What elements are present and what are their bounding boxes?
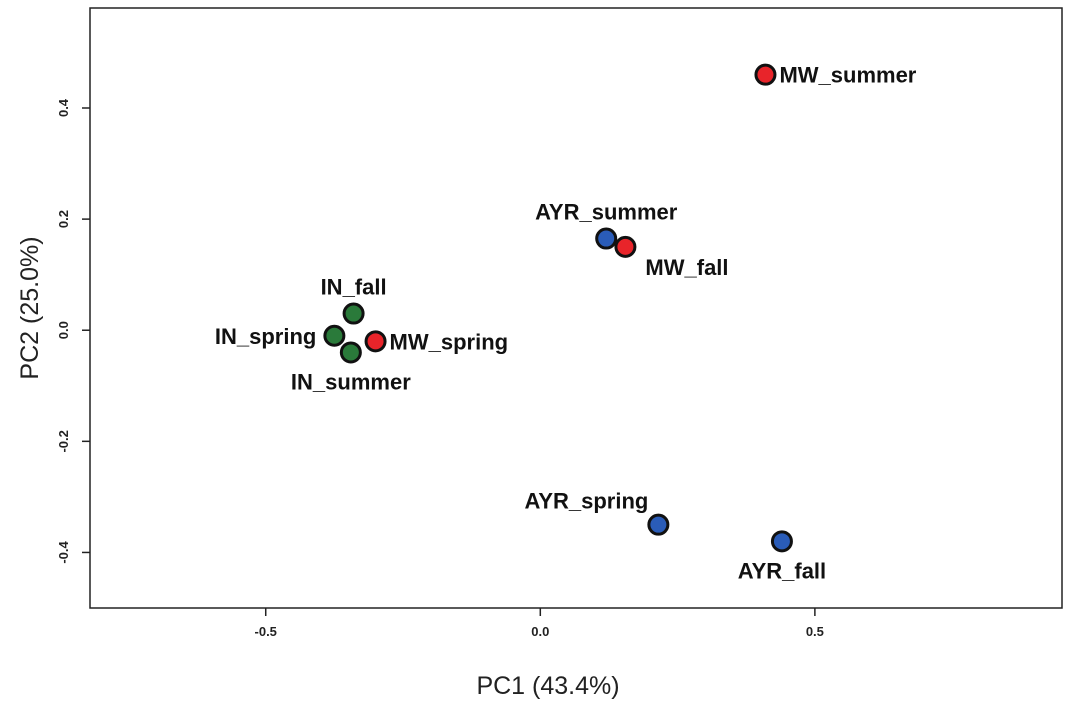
data-point-in-spring <box>323 324 346 347</box>
point-label-mw-fall: MW_fall <box>645 255 728 280</box>
data-point-in-summer <box>339 341 362 364</box>
x-tick-label: -0.5 <box>255 624 277 639</box>
point-label-mw-summer: MW_summer <box>779 63 916 88</box>
x-tick-label: 0.5 <box>806 624 824 639</box>
plot-area-frame <box>89 7 1063 609</box>
y-tick-label: 0.0 <box>56 321 71 339</box>
point-labels: MW_summer AYR_summer MW_fall IN_fallIN_spri… <box>215 63 917 584</box>
data-point-mw-summer <box>754 63 777 86</box>
y-tick-label: 0.4 <box>56 98 71 117</box>
data-point-ayr-summer <box>595 227 618 250</box>
point-label-in-summer: IN_summer <box>291 369 411 394</box>
data-point-mw-spring <box>364 330 387 353</box>
x-axis-title: PC1 (43.4%) <box>476 672 619 700</box>
data-point-mw-fall <box>614 235 637 258</box>
point-label-ayr-fall: AYR_fall <box>738 558 826 583</box>
data-point-ayr-fall <box>770 530 793 553</box>
point-label-mw-spring: MW_spring <box>390 329 509 354</box>
data-points <box>323 63 793 553</box>
point-label-ayr-summer: AYR_summer <box>535 200 678 225</box>
y-tick-label: 0.2 <box>56 210 71 228</box>
y-axis-title: PC2 (25.0%) <box>16 236 44 379</box>
data-point-ayr-spring <box>647 513 670 536</box>
data-point-in-fall <box>342 302 365 325</box>
y-tick-label: -0.4 <box>56 540 71 563</box>
y-tick-label: -0.2 <box>56 430 71 452</box>
point-label-in-fall: IN_fall <box>321 275 387 300</box>
y-axis: -0.4 -0.2 0.0 0.2 0.4 <box>56 98 90 564</box>
x-axis: -0.5 0.0 0.5 <box>255 608 824 639</box>
point-label-ayr-spring: AYR_spring <box>524 489 648 514</box>
point-label-in-spring: IN_spring <box>215 324 316 349</box>
x-tick-label: 0.0 <box>531 624 549 639</box>
